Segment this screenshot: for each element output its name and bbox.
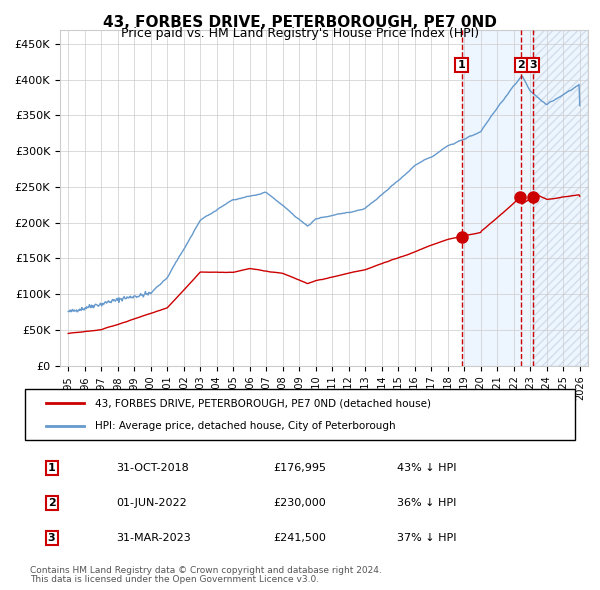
- Text: This data is licensed under the Open Government Licence v3.0.: This data is licensed under the Open Gov…: [30, 575, 319, 584]
- Text: 2: 2: [48, 498, 55, 508]
- Text: £176,995: £176,995: [273, 463, 326, 473]
- Text: £241,500: £241,500: [273, 533, 326, 543]
- Bar: [461, 30, 588, 366]
- Text: 01-JUN-2022: 01-JUN-2022: [116, 498, 187, 508]
- Text: 43, FORBES DRIVE, PETERBOROUGH, PE7 0ND (detached house): 43, FORBES DRIVE, PETERBOROUGH, PE7 0ND …: [95, 398, 431, 408]
- Text: £230,000: £230,000: [273, 498, 326, 508]
- Text: HPI: Average price, detached house, City of Peterborough: HPI: Average price, detached house, City…: [95, 421, 395, 431]
- Text: 43, FORBES DRIVE, PETERBOROUGH, PE7 0ND: 43, FORBES DRIVE, PETERBOROUGH, PE7 0ND: [103, 15, 497, 30]
- Text: 2: 2: [517, 60, 524, 70]
- Text: 37% ↓ HPI: 37% ↓ HPI: [397, 533, 457, 543]
- Text: 1: 1: [48, 463, 55, 473]
- Text: Contains HM Land Registry data © Crown copyright and database right 2024.: Contains HM Land Registry data © Crown c…: [30, 566, 382, 575]
- Text: 1: 1: [458, 60, 466, 70]
- Text: 36% ↓ HPI: 36% ↓ HPI: [397, 498, 457, 508]
- Text: 31-MAR-2023: 31-MAR-2023: [116, 533, 191, 543]
- Text: 43% ↓ HPI: 43% ↓ HPI: [397, 463, 457, 473]
- FancyBboxPatch shape: [25, 389, 575, 440]
- Text: 31-OCT-2018: 31-OCT-2018: [116, 463, 189, 473]
- Text: Price paid vs. HM Land Registry's House Price Index (HPI): Price paid vs. HM Land Registry's House …: [121, 27, 479, 40]
- Text: 3: 3: [48, 533, 55, 543]
- Text: 3: 3: [529, 60, 537, 70]
